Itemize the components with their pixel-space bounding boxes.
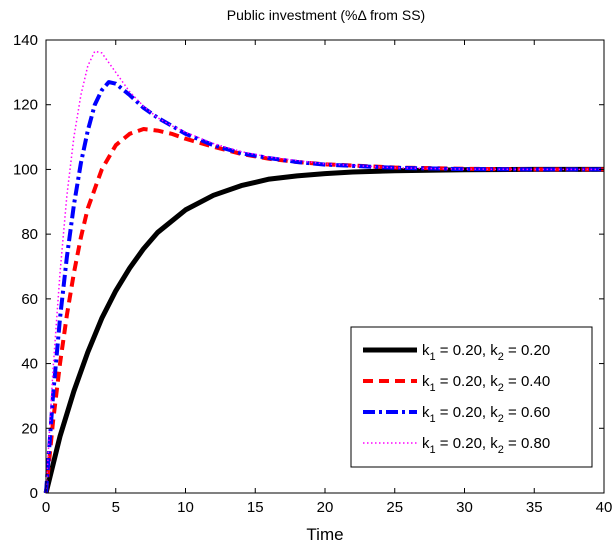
x-tick-label: 15 [247,499,264,516]
y-tick-label: 100 [13,161,38,178]
legend-label: k1 = 0.20, k2 = 0.40 [422,373,550,394]
legend-label-text: = 0.20, k [436,342,499,359]
y-tick-label: 0 [30,485,38,502]
y-tick-label: 120 [13,97,38,114]
x-tick-label: 40 [596,499,613,516]
legend-label-text: k [422,404,430,421]
series-line-4 [45,50,604,494]
x-tick-label: 10 [177,499,194,516]
legend-label-subscript: 1 [430,444,436,456]
legend-label-subscript: 2 [498,413,504,425]
legend-label: k1 = 0.20, k2 = 0.60 [422,404,550,425]
legend-label-subscript: 1 [430,413,436,425]
x-tick-label: 30 [456,499,473,516]
series-line-2 [44,127,604,494]
legend-label: k1 = 0.20, k2 = 0.80 [422,435,550,456]
legend-label-subscript: 2 [498,382,504,394]
x-tick-label: 35 [526,499,543,516]
x-axis-label: Time [306,525,343,544]
legend-label-subscript: 2 [498,351,504,363]
legend-label-subscript: 1 [430,351,436,363]
x-tick-label: 25 [386,499,403,516]
legend-label-text: k [422,373,430,390]
x-tick-label: 20 [317,499,334,516]
series-line-3 [44,80,604,494]
y-tick-label: 60 [21,291,38,308]
legend-label-subscript: 1 [430,382,436,394]
series-group [43,50,604,494]
legend-label-text: = 0.80 [504,435,550,452]
legend-label-text: = 0.20 [504,342,550,359]
x-tick-label: 5 [112,499,120,516]
legend-label-text: = 0.20, k [436,435,499,452]
y-tick-label: 40 [21,356,38,373]
legend-label: k1 = 0.20, k2 = 0.20 [422,342,550,363]
legend-label-text: = 0.40 [504,373,550,390]
legend-label-text: = 0.20, k [436,373,499,390]
legend-label-text: = 0.20, k [436,404,499,421]
x-tick-label: 0 [42,499,50,516]
chart-title: Public investment (%Δ from SS) [227,7,425,23]
y-tick-label: 140 [13,32,38,49]
legend-label-text: = 0.60 [504,404,550,421]
axis-ticks: 0 5 10 15 20 25 30 35 40 0 20 40 60 80 100 120 140 [13,32,612,516]
legend-label-text: k [422,342,430,359]
y-tick-label: 80 [21,226,38,243]
y-tick-label: 20 [21,420,38,437]
legend-label-subscript: 2 [498,444,504,456]
legend-label-text: k [422,435,430,452]
